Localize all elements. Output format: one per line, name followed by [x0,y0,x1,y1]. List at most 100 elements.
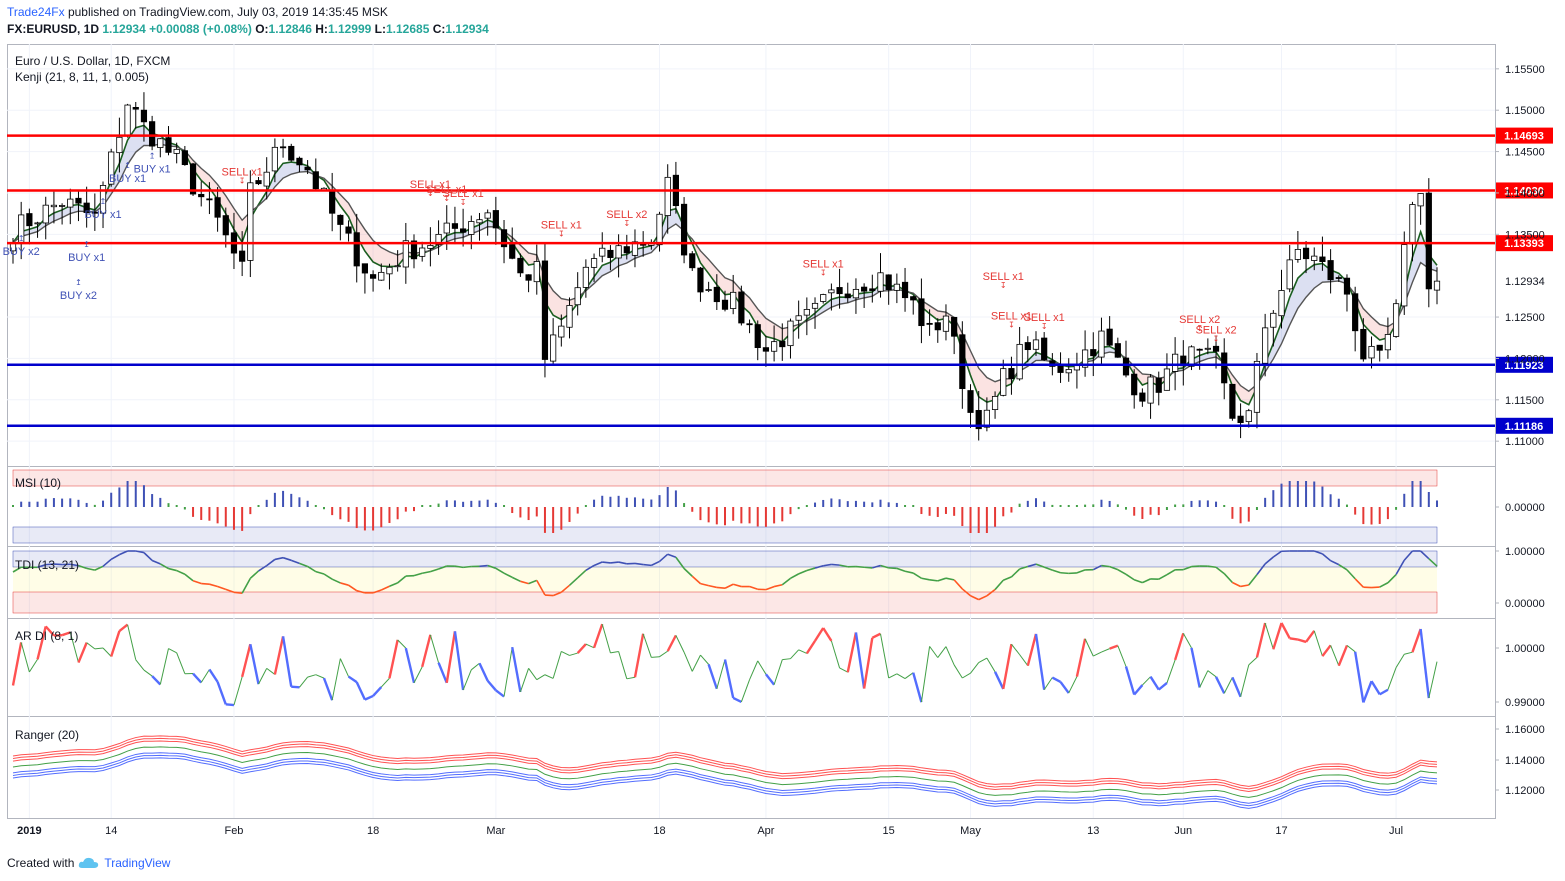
kenji-cloud-segment [119,140,128,182]
tdi-line-segment [798,569,808,575]
candle-body [1417,193,1424,207]
candle-body [1278,290,1285,317]
candle-body [771,341,778,352]
candle-body [247,182,254,261]
ardi-line-segment [1272,622,1283,650]
candle-body [1122,357,1130,376]
ardi-line-segment [1297,638,1307,644]
y-tick-label: 1.15500 [1505,64,1545,76]
candle-body [1204,347,1211,350]
tdi-line-segment [1395,559,1405,575]
candle-body [206,198,213,201]
tdi-line-segment [184,573,194,582]
tradingview-link[interactable]: TradingView [104,856,171,870]
ardi-line-segment [1428,661,1438,699]
ardi-line-segment [200,669,210,683]
ardi-line-segment [1411,628,1422,653]
candle-body [1008,368,1015,379]
tdi-line-segment [1019,565,1029,570]
candle-body [828,289,835,294]
candle-body [99,185,107,214]
ardi-line-segment [945,646,955,666]
candle-body [476,219,483,224]
x-tick-label: 15 [883,825,895,837]
kenji-cloud-segment [1273,322,1282,359]
tdi-line-segment [511,576,521,583]
tdi-line-segment [372,589,382,594]
tdi-line-segment [340,582,349,586]
candle-body [263,171,270,187]
tdi-line-segment [658,553,669,563]
tdi-line-segment [274,556,284,561]
candle-body [746,323,753,326]
tdi-line-segment [1092,564,1102,571]
tdi-line-segment [503,572,513,579]
candle-body [1172,353,1179,372]
signal-arrow-icon: ↧ [623,219,630,228]
tdi-line-segment [487,564,497,570]
candle-body [435,233,442,245]
ardi-line-segment [1223,677,1233,694]
ardi-legend: AR DI (8, 1) [15,629,78,643]
ardi-line-segment [69,632,79,663]
ranger-line-4 [12,752,1438,804]
candle-body [1302,247,1310,260]
candle-body [353,232,360,267]
candle-body [730,291,737,309]
candle-body [517,257,524,274]
ardi-line-segment [225,703,235,707]
ardi-line-segment [1387,667,1397,690]
candle-body [975,410,982,430]
tdi-line-segment [1183,565,1192,571]
signal-arrow-icon: ↧ [1041,322,1048,331]
last-price: 1.12934 [102,22,146,36]
ardi-line-segment [633,633,645,678]
tdi-line-segment [495,567,505,574]
candle-body [42,204,49,224]
tdi-line-segment [691,575,701,585]
ardi-line-segment [1214,676,1226,694]
ardi-line-segment [233,676,243,706]
ardi-line-segment [1289,637,1299,641]
candle-body [820,294,827,302]
candle-body [329,189,336,214]
tdi-line-segment [176,569,186,575]
ardi-line-segment [102,647,112,657]
candle-body [222,215,229,236]
ardi-line-segment [953,664,963,679]
candle-body [877,272,884,292]
open-value: 1.12846 [268,22,312,36]
ardi-line-segment [773,659,783,685]
candle-body [1319,256,1326,262]
candle-body [1343,277,1351,295]
ardi-line-segment [839,667,848,673]
kenji-cloud-segment [62,205,71,218]
tdi-line-segment [102,558,112,567]
candle-body [1041,337,1048,360]
msi-pane [12,469,1438,544]
signal-label: SELL x1 [803,258,844,270]
candle-body [656,213,663,246]
ardi-line-segment [1051,676,1062,684]
candle-body [983,409,990,428]
publisher-link[interactable]: Trade24Fx [7,5,65,19]
tdi-line-segment [749,585,758,591]
ardi-line-segment [61,631,71,637]
signal-label: SELL x2 [606,209,647,221]
ardi-line-segment [576,643,587,654]
candle-body [165,137,172,153]
x-tick-label: 13 [1087,825,1099,837]
tdi-line-segment [1076,569,1086,574]
tdi-line-segment [831,563,840,566]
tdi-line-segment [249,570,260,579]
candle-body [566,305,573,328]
ardi-line-segment [561,650,570,656]
signal-arrow-icon: ↥ [149,151,156,160]
candle-body [1335,277,1342,279]
kenji-cloud-segment [127,127,136,165]
tdi-line-segment [413,572,423,577]
ardi-pane [11,622,1438,707]
tdi-line-segment [773,583,783,588]
candle-body [402,240,409,268]
